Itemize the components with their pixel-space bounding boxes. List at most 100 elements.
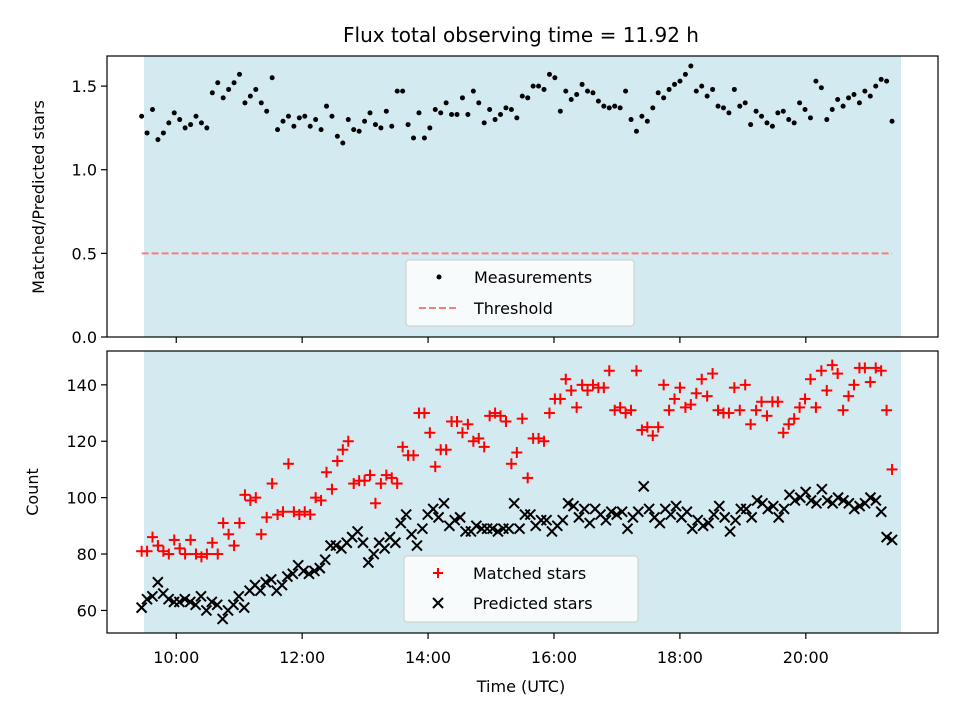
measurement-point <box>476 100 482 106</box>
matched-star-point <box>500 416 512 427</box>
measurement-point <box>835 96 841 102</box>
bottom-y-tick-label: 80 <box>77 545 97 564</box>
matched-star-point <box>282 458 294 470</box>
measurement-point <box>655 90 661 96</box>
measurement-point <box>824 117 830 123</box>
measurement-point <box>411 135 417 141</box>
measurement-point <box>623 88 629 94</box>
predicted-star-point <box>492 525 504 538</box>
matched-star-point <box>174 542 186 554</box>
predicted-star-point <box>173 596 186 608</box>
predicted-star-point <box>745 511 758 524</box>
matched-star-point <box>810 401 822 413</box>
predicted-star-point <box>702 517 715 529</box>
legend-predicted-marker <box>432 597 444 609</box>
measurement-point <box>753 108 759 114</box>
measurement-point <box>856 100 862 106</box>
measurement-point <box>644 118 650 124</box>
measurement-point <box>247 93 253 99</box>
measurement-point <box>302 113 308 119</box>
predicted-star-point <box>362 556 375 569</box>
measurement-point <box>546 71 552 77</box>
matched-star-point <box>315 494 327 506</box>
predicted-star-point <box>616 506 628 518</box>
top-panel: 0.0 0.5 1.0 1.5 Matched/Predicted stars Mea… <box>29 55 939 347</box>
matched-star-point <box>826 359 838 371</box>
matched-star-point <box>522 472 534 484</box>
matched-star-point <box>179 548 191 560</box>
matched-star-point <box>772 396 784 408</box>
predicted-star-point <box>875 506 887 518</box>
measurement-point <box>519 93 525 99</box>
measurement-point <box>764 120 770 126</box>
matched-star-point <box>554 393 566 405</box>
predicted-star-point <box>260 576 272 588</box>
predicted-star-point <box>389 537 402 549</box>
predicted-star-point <box>611 508 623 521</box>
predicted-star-point <box>200 604 213 617</box>
predicted-star-point <box>772 511 785 524</box>
matched-star-point <box>331 455 343 467</box>
measurement-point <box>487 107 493 113</box>
measurement-point <box>449 112 455 118</box>
predicted-star-point <box>162 593 175 605</box>
predicted-star-point <box>718 511 731 524</box>
measurement-point <box>383 108 389 114</box>
measurement-point <box>710 86 716 92</box>
measurement-point <box>846 95 852 101</box>
top-legend-box <box>405 259 635 327</box>
measurement-point <box>220 95 226 101</box>
measurement-point <box>693 88 699 94</box>
matched-star-point <box>663 404 675 416</box>
measurement-point <box>633 128 639 134</box>
legend-matched-label: Matched stars <box>473 564 586 583</box>
matched-star-point <box>239 489 251 501</box>
matched-star-point <box>750 404 762 416</box>
measurement-point <box>324 103 330 109</box>
predicted-star-point <box>254 584 267 597</box>
measurement-point <box>574 91 580 97</box>
matched-star-point <box>734 404 746 416</box>
predicted-star-point <box>605 506 618 518</box>
predicted-star-point <box>810 497 823 509</box>
matched-star-point <box>804 373 816 385</box>
measurement-point <box>340 140 346 146</box>
matched-star-point <box>690 387 702 399</box>
matched-star-point <box>777 427 789 439</box>
matched-star-point <box>647 430 659 442</box>
predicted-star-point <box>740 503 752 515</box>
measurement-point <box>345 117 351 123</box>
legend-measurements-marker <box>436 274 442 280</box>
measurement-point <box>226 86 232 92</box>
measurement-point <box>791 120 797 126</box>
measurement-point <box>802 107 808 113</box>
matched-star-point <box>696 373 708 385</box>
measurement-point <box>829 107 835 113</box>
measurement-point <box>204 125 210 131</box>
measurement-point <box>797 100 803 106</box>
predicted-star-point <box>848 503 860 515</box>
measurement-point <box>672 81 678 87</box>
measurement-point <box>720 105 726 111</box>
measurement-point <box>666 86 672 92</box>
bottom-y-tick-label: 120 <box>66 432 97 451</box>
measurement-point <box>318 127 324 133</box>
predicted-star-point <box>681 506 693 518</box>
predicted-star-point <box>400 508 412 521</box>
matched-star-point <box>674 382 686 394</box>
predicted-star-point <box>314 562 326 574</box>
predicted-star-point <box>330 539 342 552</box>
measurement-point <box>661 95 667 101</box>
measurement-point <box>459 95 465 101</box>
bottom-panel: 60 80 100 120 140 10:00 12:00 14:00 16:00 18:00 2… <box>23 350 939 696</box>
predicted-star-point <box>821 494 833 507</box>
measurement-point <box>530 83 536 89</box>
predicted-star-point <box>184 596 196 608</box>
measurement-point <box>742 100 748 106</box>
measurement-point <box>275 127 281 133</box>
measurement-point <box>737 103 743 109</box>
matched-star-point <box>560 373 572 385</box>
matched-star-point <box>641 421 653 433</box>
measurement-point <box>536 83 542 89</box>
predicted-star-point <box>573 511 585 524</box>
